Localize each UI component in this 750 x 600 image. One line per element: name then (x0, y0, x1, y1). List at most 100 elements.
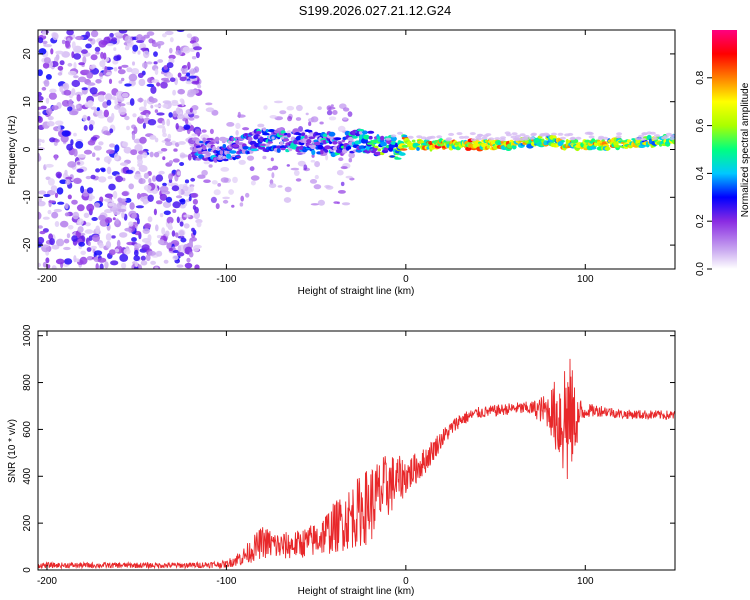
noise-blob (55, 258, 65, 265)
noise-blob (110, 260, 119, 266)
noise-blob (118, 30, 128, 34)
noise-blob (165, 196, 173, 203)
noise-blob (208, 164, 213, 168)
noise-blob (38, 48, 47, 55)
noise-blob (196, 221, 202, 228)
noise-blob (235, 122, 241, 129)
signal-blob (231, 136, 235, 142)
heatmap-y-tick-label: 20 (22, 48, 33, 60)
noise-blob (340, 181, 345, 187)
noise-blob (71, 79, 81, 88)
noise-blob (121, 191, 129, 196)
noise-blob (51, 244, 60, 250)
noise-blob (143, 34, 150, 39)
noise-blob (169, 47, 173, 54)
noise-blob (132, 44, 139, 52)
signal-blob (591, 138, 596, 144)
noise-blob (38, 196, 42, 202)
noise-blob (205, 107, 215, 113)
noise-blob (183, 124, 191, 130)
noise-blob (68, 99, 73, 107)
noise-blob (92, 234, 100, 242)
noise-blob (203, 161, 210, 165)
noise-blob (90, 54, 98, 61)
noise-blob (114, 32, 123, 37)
halo-blob (543, 132, 550, 136)
noise-blob (165, 141, 173, 146)
noise-blob (73, 177, 82, 184)
snr-y-tick-label: 800 (22, 374, 33, 391)
noise-blob (162, 100, 172, 104)
noise-blob (257, 123, 265, 128)
signal-blob (214, 136, 220, 142)
noise-blob (133, 173, 142, 180)
halo-blob (519, 133, 526, 137)
signal-blob (347, 137, 354, 142)
halo-blob (416, 135, 423, 139)
noise-blob (125, 197, 132, 203)
signal-blob (352, 135, 358, 139)
noise-blob (38, 69, 43, 77)
snr-x-label: Height of straight line (km) (298, 586, 415, 597)
noise-blob (45, 163, 54, 168)
noise-blob (78, 62, 85, 66)
noise-blob (317, 199, 325, 206)
snr-y-axis: 0 200 400 600 800 1000 (22, 324, 675, 573)
noise-blob (79, 232, 86, 236)
signal-blob (213, 157, 218, 163)
signal-blob (227, 140, 233, 144)
signal-blob (247, 136, 253, 142)
noise-blob (42, 216, 50, 220)
noise-blob (142, 228, 150, 235)
noise-blob (66, 233, 71, 239)
noise-blob (193, 46, 202, 51)
noise-blob (166, 72, 174, 79)
noise-blob (142, 62, 148, 69)
colorbar-label: Normalized spectral amplitude (740, 82, 750, 217)
noise-blob (103, 109, 110, 118)
noise-blob (140, 260, 148, 266)
noise-blob (73, 53, 82, 60)
signal-blob (377, 148, 382, 152)
noise-blob (168, 247, 173, 252)
noise-blob (91, 217, 98, 221)
noise-blob (136, 40, 145, 44)
noise-blob (95, 168, 101, 173)
noise-blob (38, 153, 41, 162)
noise-blob (105, 233, 112, 241)
noise-blob (154, 266, 159, 269)
noise-blob (328, 116, 337, 121)
snr-y-tick-label: 1000 (22, 324, 33, 347)
noise-blob (179, 204, 186, 209)
noise-blob (132, 113, 137, 118)
noise-blob (138, 78, 146, 87)
noise-blob (106, 43, 114, 47)
noise-blob (134, 144, 143, 152)
noise-blob (122, 141, 129, 147)
halo-blob (475, 135, 482, 139)
snr-series-line (38, 358, 675, 570)
noise-blob (38, 225, 43, 229)
noise-blob (190, 89, 200, 94)
noise-blob (232, 176, 238, 184)
noise-blob (51, 211, 59, 219)
noise-blob (296, 104, 303, 112)
halo-blob (463, 135, 470, 139)
noise-blob (63, 246, 71, 251)
noise-blob (166, 216, 174, 224)
signal-blob (363, 134, 370, 140)
noise-blob (286, 164, 290, 167)
noise-blob (98, 141, 104, 146)
noise-blob (147, 194, 154, 202)
noise-blob (105, 209, 111, 213)
heatmap-y-axis: -20 -10 0 10 20 (22, 48, 675, 252)
noise-blob (178, 187, 182, 196)
signal-blob (256, 130, 262, 135)
signal-blob (368, 135, 373, 140)
noise-blob (94, 250, 103, 256)
noise-blob (73, 132, 77, 137)
noise-blob (105, 240, 112, 249)
noise-blob (38, 138, 43, 143)
noise-blob (309, 179, 318, 184)
noise-blob (131, 68, 140, 75)
